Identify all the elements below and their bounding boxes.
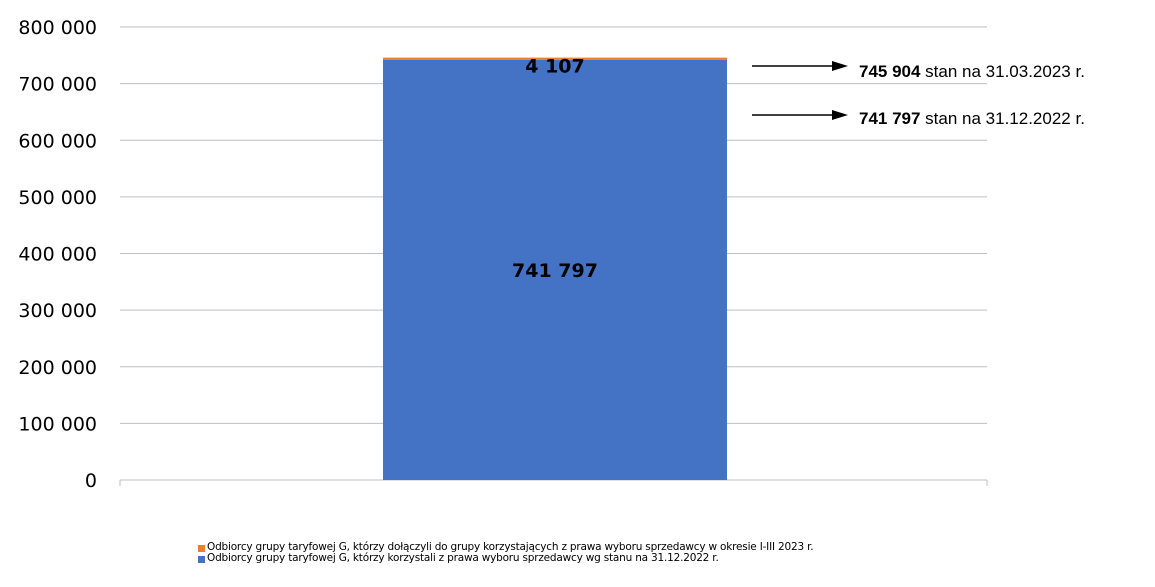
y-tick-label: 700 000 — [18, 74, 97, 96]
arrow-head — [832, 110, 848, 120]
annotation-arrows — [752, 61, 848, 120]
data-label-new-2023: 4 107 — [525, 56, 585, 78]
annotation-total-2022-text: stan na 31.12.2022 r. — [920, 109, 1085, 128]
y-tick-label: 500 000 — [18, 187, 97, 209]
arrow-head — [832, 61, 848, 71]
annotation-total-2022: 741 797 stan na 31.12.2022 r. — [859, 109, 1085, 129]
legend-entry-2022: Odbiorcy grupy taryfowej G, którzy korzy… — [198, 553, 847, 564]
legend-swatch-orange — [198, 545, 205, 552]
chart-legend: Odbiorcy grupy taryfowej G, którzy dołąc… — [198, 542, 847, 564]
annotation-total-2023-value: 745 904 — [859, 62, 921, 81]
y-tick-label: 300 000 — [18, 300, 97, 322]
bar-segment-2022 — [383, 59, 727, 480]
annotation-total-2022-value: 741 797 — [859, 109, 921, 128]
y-tick-label: 200 000 — [18, 357, 97, 379]
bar-segment-new-2023 — [383, 57, 727, 60]
legend-label-new-2023: Odbiorcy grupy taryfowej G, którzy dołąc… — [207, 541, 814, 553]
y-tick-label: 100 000 — [18, 413, 97, 435]
y-tick-label: 400 000 — [18, 244, 97, 266]
annotation-total-2023-text: stan na 31.03.2023 r. — [920, 62, 1085, 81]
bar-segments — [383, 57, 727, 480]
y-tick-label: 600 000 — [18, 130, 97, 152]
legend-swatch-blue — [198, 556, 205, 563]
legend-label-2022: Odbiorcy grupy taryfowej G, którzy korzy… — [207, 552, 719, 564]
y-tick-label: 800 000 — [18, 17, 97, 39]
annotation-total-2023: 745 904 stan na 31.03.2023 r. — [859, 62, 1085, 82]
y-tick-label: 0 — [85, 470, 97, 492]
y-axis-tick-labels: 0 100 000 200 000 300 000 400 000 500 000 600 … — [18, 17, 97, 492]
data-labels: 741 797 4 107 — [512, 56, 598, 282]
data-label-2022: 741 797 — [512, 260, 598, 282]
legend-entry-new-2023: Odbiorcy grupy taryfowej G, którzy dołąc… — [198, 542, 847, 553]
